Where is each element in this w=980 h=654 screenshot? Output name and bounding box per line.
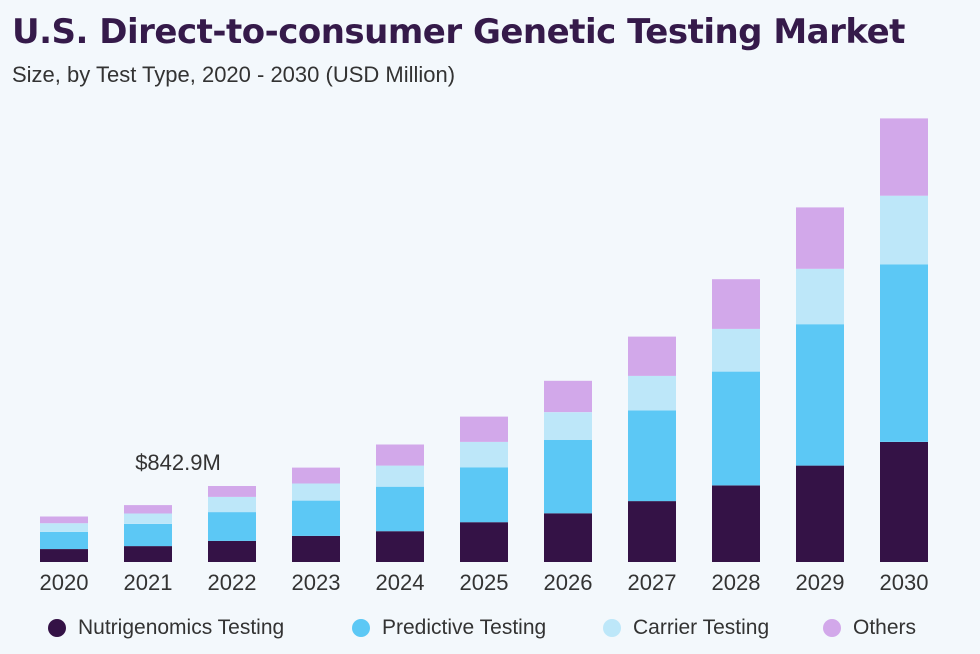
bar-group-2025 — [460, 416, 508, 562]
bar-segment-nutrigenomics-testing-2023 — [292, 535, 340, 562]
legend-label-nutrigenomics-testing: Nutrigenomics Testing — [78, 616, 285, 639]
x-tick-label-2030: 2030 — [880, 570, 929, 595]
bar-segment-nutrigenomics-testing-2020 — [40, 549, 88, 562]
bar-segment-predictive-testing-2020 — [40, 531, 88, 549]
bar-segment-predictive-testing-2027 — [628, 410, 676, 502]
bar-group-2022 — [208, 486, 256, 562]
bar-segment-carrier-testing-2026 — [544, 412, 592, 440]
x-tick-label-2029: 2029 — [796, 570, 845, 595]
x-tick-label-2021: 2021 — [124, 570, 173, 595]
bar-segment-others-2030 — [880, 118, 928, 196]
legend-swatch-others — [823, 619, 841, 637]
bar-segment-others-2021 — [124, 505, 172, 514]
bar-segment-nutrigenomics-testing-2030 — [880, 442, 928, 562]
bar-segment-predictive-testing-2022 — [208, 512, 256, 541]
bar-segment-carrier-testing-2023 — [292, 483, 340, 501]
bar-segment-nutrigenomics-testing-2028 — [712, 485, 760, 562]
legend-swatch-carrier-testing — [603, 619, 621, 637]
bar-segment-carrier-testing-2028 — [712, 328, 760, 372]
bar-segment-predictive-testing-2030 — [880, 264, 928, 442]
bar-group-2021 — [124, 505, 172, 562]
bar-segment-others-2024 — [376, 444, 424, 466]
legend-label-carrier-testing: Carrier Testing — [633, 616, 770, 639]
bar-segment-others-2023 — [292, 467, 340, 484]
bar-segment-others-2026 — [544, 380, 592, 413]
bar-segment-carrier-testing-2024 — [376, 465, 424, 487]
x-tick-label-2024: 2024 — [376, 570, 425, 595]
legend-label-others: Others — [853, 616, 917, 639]
bar-segment-others-2028 — [712, 279, 760, 329]
bar-segment-nutrigenomics-testing-2029 — [796, 465, 844, 562]
chart-legend: Nutrigenomics Testing Predictive Testing C… — [0, 616, 980, 650]
x-tick-label-2026: 2026 — [544, 570, 593, 595]
bar-segment-predictive-testing-2026 — [544, 440, 592, 514]
bar-segment-nutrigenomics-testing-2021 — [124, 546, 172, 562]
legend-label-predictive-testing: Predictive Testing — [382, 616, 547, 639]
bar-segment-predictive-testing-2024 — [376, 486, 424, 532]
legend-item-others: Others — [823, 616, 916, 640]
bar-group-2026 — [544, 380, 592, 562]
bar-segment-predictive-testing-2021 — [124, 524, 172, 547]
bar-segment-others-2029 — [796, 207, 844, 269]
bar-group-2028 — [712, 279, 760, 562]
bar-group-2024 — [376, 444, 424, 562]
legend-swatch-predictive-testing — [352, 619, 370, 637]
bar-segment-predictive-testing-2028 — [712, 371, 760, 486]
legend-item-carrier-testing: Carrier Testing — [603, 616, 769, 640]
bar-segment-others-2027 — [628, 336, 676, 376]
x-tick-label-2022: 2022 — [208, 570, 257, 595]
x-tick-label-2025: 2025 — [460, 570, 509, 595]
bar-segment-carrier-testing-2022 — [208, 496, 256, 513]
bar-segment-predictive-testing-2025 — [460, 467, 508, 523]
bar-group-2020 — [40, 516, 88, 562]
bar-segment-predictive-testing-2023 — [292, 500, 340, 536]
legend-item-predictive-testing: Predictive Testing — [352, 616, 546, 640]
x-tick-label-2023: 2023 — [292, 570, 341, 595]
bar-group-2027 — [628, 336, 676, 562]
chart-subtitle: Size, by Test Type, 2020 - 2030 (USD Mil… — [12, 62, 456, 87]
bar-segment-nutrigenomics-testing-2025 — [460, 522, 508, 562]
bar-segment-carrier-testing-2025 — [460, 442, 508, 468]
bar-segment-carrier-testing-2020 — [40, 523, 88, 532]
bar-group-2030 — [880, 118, 928, 562]
bar-segment-carrier-testing-2027 — [628, 375, 676, 411]
bar-group-2023 — [292, 467, 340, 562]
bar-segment-predictive-testing-2029 — [796, 324, 844, 466]
bar-group-2029 — [796, 207, 844, 562]
bar-segment-carrier-testing-2030 — [880, 195, 928, 265]
bar-segment-others-2022 — [208, 486, 256, 497]
annotation-label-2022: $842.9M — [135, 450, 221, 475]
x-tick-label-2027: 2027 — [628, 570, 677, 595]
chart-title: U.S. Direct-to-consumer Genetic Testing … — [12, 12, 905, 52]
bar-segment-nutrigenomics-testing-2027 — [628, 501, 676, 562]
bar-segment-others-2025 — [460, 416, 508, 442]
bar-segment-nutrigenomics-testing-2024 — [376, 531, 424, 562]
stacked-bar-chart: 2020 2021 2022 $842.9M 2023 2024 2025 2026 2027 2… — [40, 118, 929, 595]
bar-segment-nutrigenomics-testing-2022 — [208, 540, 256, 562]
bar-segment-others-2020 — [40, 516, 88, 524]
bar-segment-carrier-testing-2029 — [796, 268, 844, 325]
legend-swatch-nutrigenomics-testing — [48, 619, 66, 637]
x-tick-label-2020: 2020 — [40, 570, 89, 595]
bar-segment-carrier-testing-2021 — [124, 513, 172, 524]
bar-segment-nutrigenomics-testing-2026 — [544, 513, 592, 562]
legend-item-nutrigenomics-testing: Nutrigenomics Testing — [48, 616, 284, 640]
x-tick-label-2028: 2028 — [712, 570, 761, 595]
